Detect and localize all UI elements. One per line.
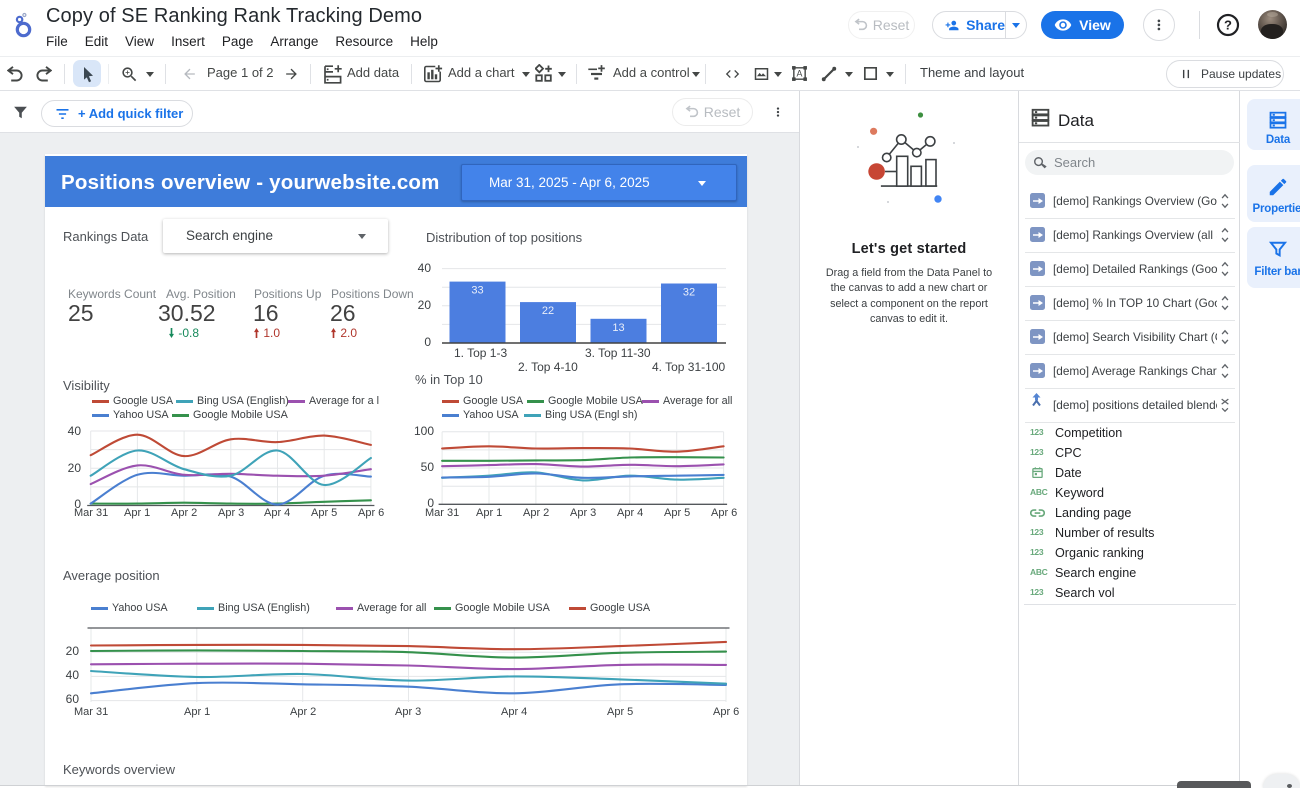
- svg-text:?: ?: [1224, 18, 1232, 33]
- svg-text:32: 32: [683, 287, 695, 299]
- svg-text:22: 22: [542, 305, 554, 317]
- svg-text:13: 13: [612, 322, 624, 334]
- svg-text:A: A: [797, 69, 803, 79]
- svg-text:33: 33: [471, 285, 483, 297]
